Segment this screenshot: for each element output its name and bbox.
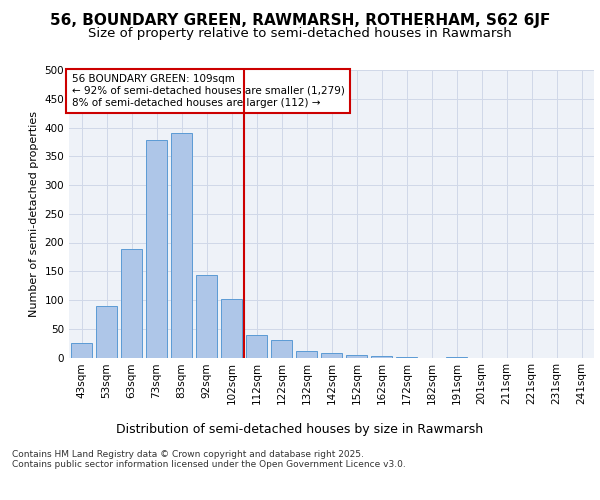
Bar	[221, 300, 242, 358]
Bar	[321, 353, 342, 358]
Bar	[446, 357, 467, 358]
Bar	[196, 276, 217, 357]
Bar	[121, 250, 142, 358]
Text: 56, BOUNDARY GREEN, RAWMARSH, ROTHERHAM, S62 6JF: 56, BOUNDARY GREEN, RAWMARSH, ROTHERHAM,…	[50, 12, 550, 28]
Bar	[146, 140, 167, 358]
Bar	[371, 356, 392, 358]
Bar	[346, 354, 367, 358]
Y-axis label: Number of semi-detached properties: Number of semi-detached properties	[29, 111, 39, 317]
Bar	[246, 334, 267, 357]
Bar	[171, 132, 192, 358]
Bar	[296, 351, 317, 358]
Bar	[396, 357, 417, 358]
Bar	[96, 306, 117, 358]
Text: Size of property relative to semi-detached houses in Rawmarsh: Size of property relative to semi-detach…	[88, 28, 512, 40]
Bar	[71, 343, 92, 357]
Text: Distribution of semi-detached houses by size in Rawmarsh: Distribution of semi-detached houses by …	[116, 422, 484, 436]
Text: Contains HM Land Registry data © Crown copyright and database right 2025.
Contai: Contains HM Land Registry data © Crown c…	[12, 450, 406, 469]
Bar	[271, 340, 292, 357]
Text: 56 BOUNDARY GREEN: 109sqm
← 92% of semi-detached houses are smaller (1,279)
8% o: 56 BOUNDARY GREEN: 109sqm ← 92% of semi-…	[71, 74, 344, 108]
